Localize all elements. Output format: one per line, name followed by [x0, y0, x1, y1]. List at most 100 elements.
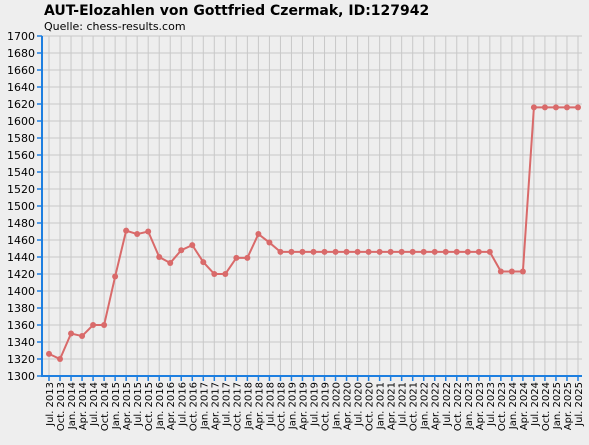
- point: [244, 254, 251, 261]
- x-tick-label: Apr. 2018: [254, 382, 265, 430]
- y-tick-label: 1360: [7, 319, 35, 332]
- x-tick-label: Oct. 2014: [100, 382, 111, 431]
- y-tick-label: 1580: [7, 132, 35, 145]
- point: [464, 248, 471, 255]
- x-tick-label: Apr. 2015: [122, 382, 133, 430]
- x-tick-label: Jan. 2025: [552, 382, 563, 430]
- point: [486, 248, 493, 255]
- point: [200, 259, 207, 266]
- point: [409, 248, 416, 255]
- point: [453, 248, 460, 255]
- x-tick-label: Jul. 2021: [398, 382, 409, 427]
- point: [68, 330, 75, 337]
- y-tick-label: 1660: [7, 64, 35, 77]
- x-tick-label: Jan. 2016: [155, 382, 166, 430]
- x-tick-label: Oct. 2020: [365, 382, 376, 431]
- x-tick-label: Apr. 2022: [431, 382, 442, 430]
- point: [90, 322, 97, 328]
- y-tick-label: 1600: [7, 115, 35, 128]
- x-tick-label: Apr. 2017: [210, 382, 221, 430]
- x-tick-label: Jan. 2023: [464, 382, 475, 430]
- point: [508, 268, 515, 275]
- y-tick-label: 1520: [7, 183, 35, 196]
- point: [343, 248, 350, 255]
- x-tick-label: Apr. 2016: [166, 382, 177, 430]
- x-tick-label: Oct. 2018: [276, 382, 287, 431]
- point: [123, 227, 130, 234]
- point: [420, 248, 427, 255]
- x-tick-label: Oct. 2015: [144, 382, 155, 431]
- point: [530, 104, 537, 111]
- point: [46, 350, 52, 357]
- point: [332, 248, 339, 255]
- y-tick-label: 1320: [7, 353, 35, 366]
- x-tick-label: Jan. 2021: [376, 382, 387, 430]
- x-tick-label: Jan. 2024: [508, 382, 519, 430]
- chart-subtitle: Quelle: chess-results.com: [44, 20, 186, 33]
- x-tick-label: Jul. 2020: [354, 382, 365, 427]
- point: [288, 248, 295, 255]
- x-tick-label: Apr. 2019: [298, 382, 309, 430]
- x-tick-label: Oct. 2022: [453, 382, 464, 431]
- point: [167, 259, 174, 266]
- point: [255, 231, 262, 238]
- x-tick-label: Jul. 2015: [133, 382, 144, 427]
- x-tick-label: Oct. 2024: [541, 382, 552, 431]
- x-tick-label: Jan. 2017: [199, 382, 210, 430]
- point: [178, 247, 185, 254]
- y-tick-label: 1340: [7, 336, 35, 349]
- point: [189, 242, 196, 249]
- x-tick-label: Jan. 2020: [332, 382, 343, 430]
- y-tick-label: 1560: [7, 149, 35, 162]
- x-tick-label: Apr. 2021: [387, 382, 398, 430]
- x-tick-label: Jul. 2023: [486, 382, 497, 427]
- x-tick-label: Jul. 2018: [265, 382, 276, 427]
- chart-title: AUT-Elozahlen von Gottfried Czermak, ID:…: [44, 3, 429, 19]
- y-tick-label: 1620: [7, 98, 35, 111]
- point: [233, 254, 240, 261]
- point: [79, 333, 86, 340]
- point: [365, 248, 372, 255]
- x-tick-label: Jul. 2025: [574, 382, 585, 427]
- y-tick-label: 1700: [7, 30, 35, 43]
- x-tick-label: Jan. 2015: [111, 382, 122, 430]
- x-tick-label: Jan. 2022: [420, 382, 431, 430]
- point: [299, 248, 306, 255]
- point: [575, 104, 581, 111]
- x-tick-label: Oct. 2016: [188, 382, 199, 431]
- point: [354, 248, 361, 255]
- x-tick-label: Jul. 2019: [310, 382, 321, 427]
- point: [101, 322, 108, 328]
- point: [475, 248, 482, 255]
- y-tick-label: 1680: [7, 47, 35, 60]
- point: [222, 271, 229, 277]
- x-tick-label: Oct. 2019: [321, 382, 332, 431]
- point: [442, 248, 449, 255]
- x-tick-label: Jan. 2019: [287, 382, 298, 430]
- x-tick-label: Apr. 2025: [563, 382, 574, 430]
- x-tick-label: Apr. 2024: [519, 382, 530, 430]
- point: [277, 248, 284, 255]
- point: [321, 248, 328, 255]
- point: [398, 248, 405, 255]
- point: [387, 248, 394, 255]
- point: [211, 271, 218, 277]
- x-tick-label: Jul. 2013: [45, 382, 56, 427]
- x-tick-label: Jul. 2017: [221, 382, 232, 427]
- x-tick-label: Jul. 2016: [177, 382, 188, 427]
- y-tick-label: 1540: [7, 166, 35, 179]
- point: [563, 104, 570, 111]
- point: [112, 273, 119, 280]
- y-tick-label: 1460: [7, 234, 35, 247]
- x-tick-label: Oct. 2021: [409, 382, 420, 431]
- x-tick-label: Jan. 2018: [243, 382, 254, 430]
- x-tick-label: Jul. 2022: [442, 382, 453, 427]
- y-tick-label: 1420: [7, 268, 35, 281]
- y-tick-label: 1380: [7, 302, 35, 315]
- point: [156, 254, 163, 260]
- point: [310, 248, 317, 255]
- y-tick-label: 1300: [7, 370, 35, 383]
- y-tick-label: 1400: [7, 285, 35, 298]
- point: [134, 231, 141, 238]
